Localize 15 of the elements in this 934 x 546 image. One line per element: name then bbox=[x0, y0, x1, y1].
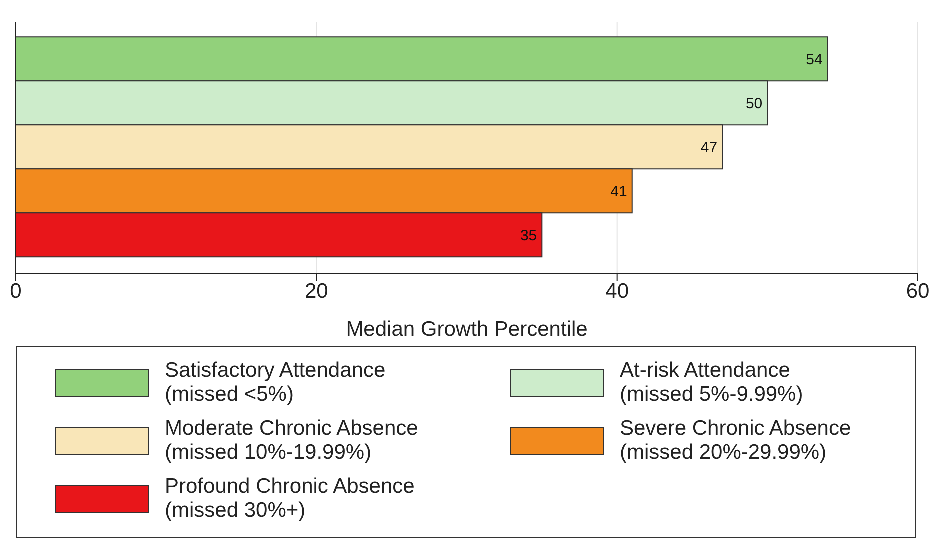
legend-label: Severe Chronic Absence (missed 20%-29.99%) bbox=[620, 417, 852, 465]
x-tick-label: 60 bbox=[906, 280, 930, 303]
x-tick-label: 40 bbox=[606, 280, 630, 303]
x-axis-title: Median Growth Percentile bbox=[346, 318, 588, 341]
legend-label: At-risk Attendance (missed 5%-9.99%) bbox=[620, 359, 804, 407]
legend-label: Satisfactory Attendance (missed <5%) bbox=[165, 359, 386, 407]
x-tick-label: 20 bbox=[304, 280, 328, 303]
data-label: 35 bbox=[520, 227, 538, 244]
data-label: 47 bbox=[700, 139, 718, 156]
legend-label: Moderate Chronic Absence (missed 10%-19.99%) bbox=[165, 417, 418, 465]
x-tick-label: 0 bbox=[10, 280, 22, 303]
data-label: 50 bbox=[746, 95, 763, 112]
data-label: 41 bbox=[610, 183, 628, 200]
data-label: 54 bbox=[806, 51, 823, 68]
legend-label: Profound Chronic Absence (missed 30%+) bbox=[165, 475, 415, 523]
